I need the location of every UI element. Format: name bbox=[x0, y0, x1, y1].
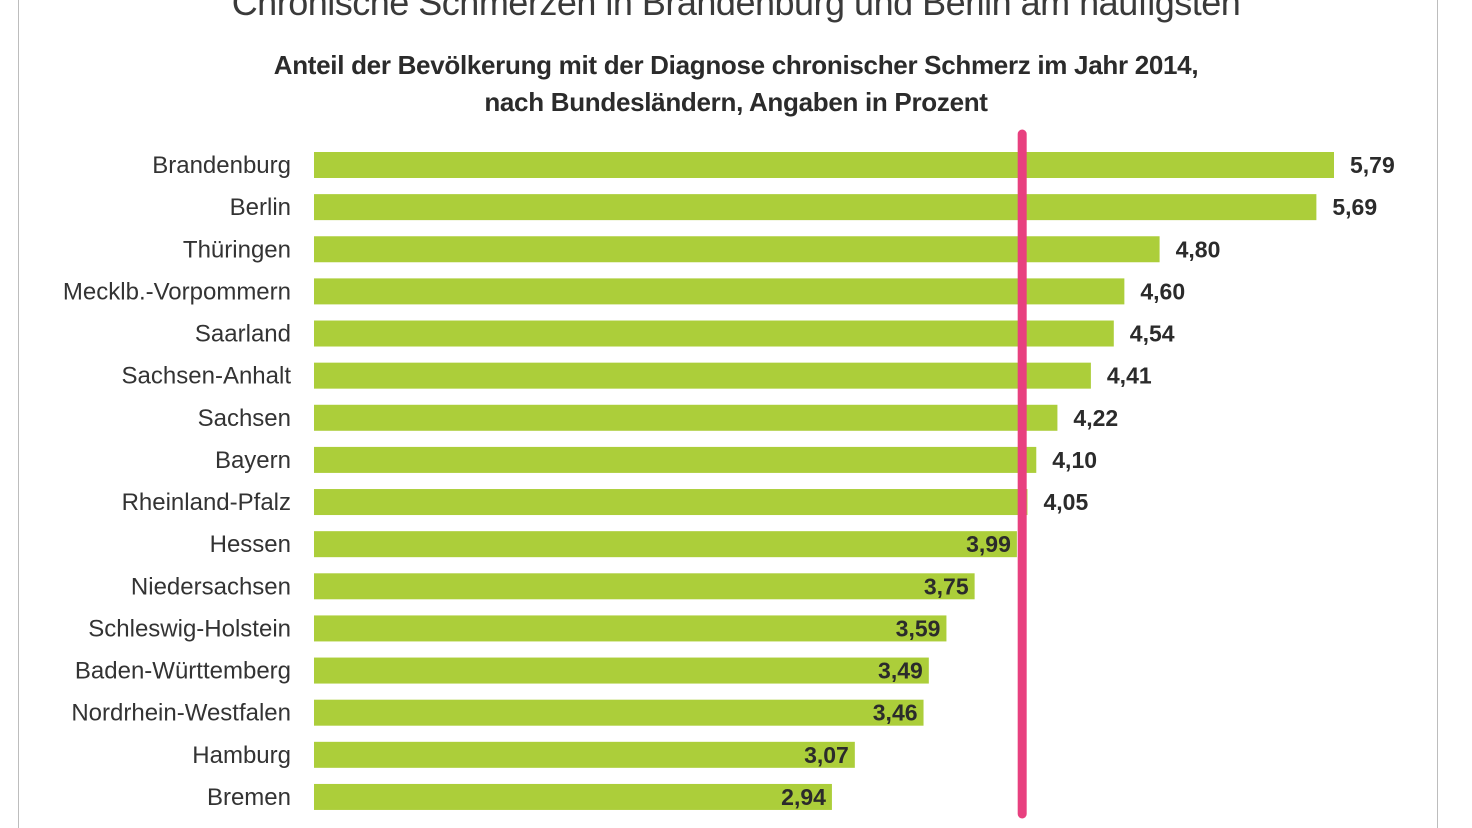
value-label: 5,79 bbox=[1350, 152, 1395, 178]
bar bbox=[314, 489, 1028, 516]
value-label: 3,59 bbox=[896, 615, 941, 641]
chart-subtitle: Anteil der Bevölkerung mit der Diagnose … bbox=[0, 47, 1472, 121]
bar bbox=[314, 404, 1058, 431]
value-label: 3,46 bbox=[873, 700, 918, 726]
chart-frame bbox=[18, 0, 1438, 828]
category-label: Rheinland-Pfalz bbox=[122, 489, 291, 516]
category-label: Mecklb.-Vorpommern bbox=[63, 278, 291, 305]
value-label: 2,94 bbox=[781, 784, 826, 810]
category-label: Berlin bbox=[230, 194, 291, 221]
bar bbox=[314, 320, 1114, 347]
bar bbox=[314, 278, 1125, 305]
bar bbox=[314, 531, 1017, 558]
bar bbox=[314, 699, 924, 726]
chart-title: Chronische Schmerzen in Brandenburg und … bbox=[231, 0, 1241, 23]
bar bbox=[314, 446, 1037, 473]
bar bbox=[314, 783, 832, 810]
category-label: Bayern bbox=[215, 447, 291, 474]
value-label: 3,49 bbox=[878, 658, 923, 684]
category-label: Schleswig-Holstein bbox=[88, 615, 291, 642]
value-label: 4,80 bbox=[1176, 236, 1221, 262]
bar bbox=[314, 236, 1160, 263]
bar bbox=[314, 615, 947, 642]
category-label: Saarland bbox=[195, 321, 291, 348]
bar bbox=[314, 573, 975, 600]
category-label: Hamburg bbox=[192, 742, 291, 769]
bar bbox=[314, 657, 929, 684]
bar bbox=[314, 152, 1334, 178]
category-label: Hessen bbox=[210, 531, 291, 558]
value-label: 3,75 bbox=[924, 573, 969, 599]
category-label: Baden-Württemberg bbox=[75, 658, 291, 685]
category-label: Sachsen-Anhalt bbox=[122, 363, 292, 390]
value-label: 4,41 bbox=[1107, 363, 1152, 389]
value-label: 4,60 bbox=[1140, 278, 1185, 304]
value-label: 3,07 bbox=[804, 742, 849, 768]
value-label: 4,22 bbox=[1073, 405, 1118, 431]
category-label: Bremen bbox=[207, 784, 291, 811]
category-label: Thüringen bbox=[183, 236, 291, 263]
category-label: Nordrhein-Westfalen bbox=[71, 700, 291, 727]
value-label: 4,54 bbox=[1130, 321, 1175, 347]
category-label: Niedersachsen bbox=[131, 573, 291, 600]
value-label: 3,99 bbox=[966, 531, 1011, 557]
bar bbox=[314, 741, 855, 768]
category-label: Sachsen bbox=[198, 405, 291, 432]
value-label: 5,69 bbox=[1332, 194, 1377, 220]
value-label: 4,05 bbox=[1043, 489, 1088, 515]
subtitle-line-2: nach Bundesländern, Angaben in Prozent bbox=[484, 87, 988, 117]
category-label: Brandenburg bbox=[152, 152, 291, 179]
subtitle-line-1: Anteil der Bevölkerung mit der Diagnose … bbox=[273, 50, 1199, 80]
bar bbox=[314, 194, 1317, 221]
bar bbox=[314, 362, 1091, 389]
value-label: 4,10 bbox=[1052, 447, 1097, 473]
